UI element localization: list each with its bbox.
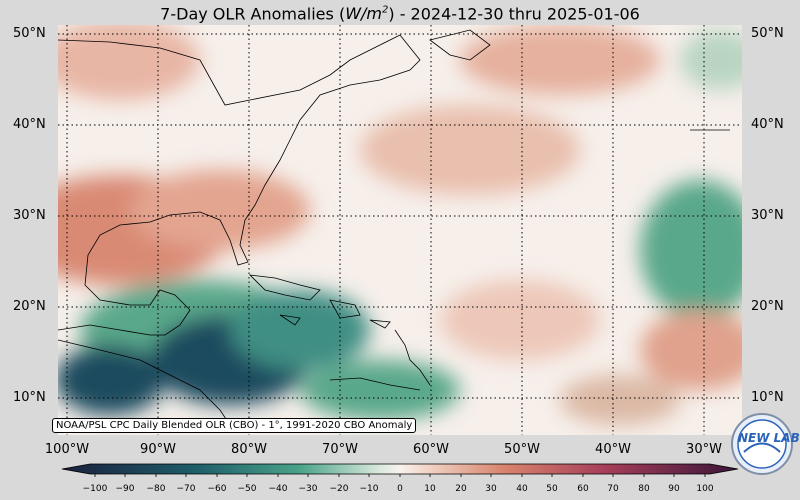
lat-label-right-50: 50°N [751,26,784,41]
lon-label-100w: 100°W [44,442,90,457]
lon-label-30w: 30°W [686,442,722,457]
colorbar-tick-label: −10 [359,484,379,494]
colorbar-tick-label: 80 [638,484,650,494]
colorbar-tick-label: 50 [546,484,558,494]
colorbar [61,463,739,475]
lat-label-left-20: 20°N [13,299,46,314]
lon-label-80w: 80°W [231,442,267,457]
logo-text: NEW LAB [738,431,800,445]
colorbar-tick-label: 60 [577,484,589,494]
colorbar-tick-label: 10 [424,484,436,494]
colorbar-tick-label: −20 [329,484,349,494]
lon-label-90w: 90°W [140,442,176,457]
colorbar-tick-label: 20 [455,484,467,494]
lon-label-70w: 70°W [322,442,358,457]
lat-label-left-30: 30°N [13,208,46,223]
graticule [58,25,742,435]
colorbar-tick-label: 100 [696,484,714,494]
lat-label-right-30: 30°N [751,208,784,223]
colorbar-tick-label: −90 [115,484,135,494]
lat-label-right-40: 40°N [751,117,784,132]
data-attribution: NOAA/PSL CPC Daily Blended OLR (CBO) - 1… [52,418,417,433]
colorbar-tick-label: −40 [268,484,288,494]
lon-label-50w: 50°W [504,442,540,457]
lon-label-40w: 40°W [595,442,631,457]
colorbar-tick-label: 70 [607,484,619,494]
colorbar-tick-label: 30 [485,484,497,494]
lat-label-left-50: 50°N [13,26,46,41]
lon-label-60w: 60°W [413,442,449,457]
new-lab-logo [731,413,793,475]
colorbar-tick-label: −70 [176,484,196,494]
lat-label-right-10: 10°N [751,390,784,405]
colorbar-tick-label: 40 [516,484,528,494]
anomaly-field [58,25,742,435]
colorbar-tick-label: 0 [397,484,403,494]
lat-label-right-20: 20°N [751,299,784,314]
lat-label-left-40: 40°N [13,117,46,132]
colorbar-tick-label: 90 [668,484,680,494]
colorbar-tick-label: −60 [207,484,227,494]
lat-label-left-10: 10°N [13,390,46,405]
colorbar-tick-label: −80 [146,484,166,494]
colorbar-tick-label: −100 [82,484,108,494]
coastlines [58,29,730,426]
map-title: 7-Day OLR Anomalies (W/m2) - 2024-12-30 … [160,4,640,24]
colorbar-ticks [94,474,706,477]
colorbar-tick-label: −50 [237,484,257,494]
colorbar-tick-label: −30 [298,484,318,494]
